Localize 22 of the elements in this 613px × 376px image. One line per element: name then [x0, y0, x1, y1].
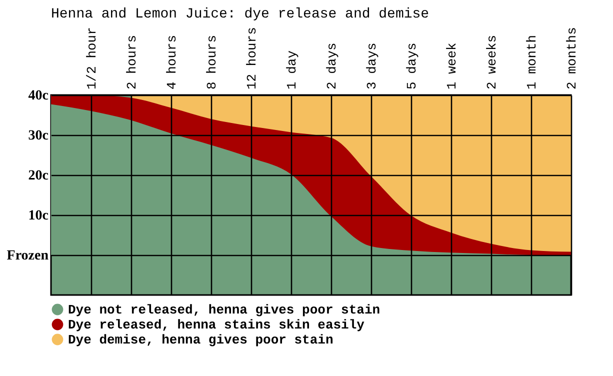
x-tick-label: 2 weeks [484, 34, 500, 90]
x-tick-label: 4 hours [164, 34, 180, 90]
y-tick-label: 10c [28, 208, 48, 224]
x-tick-label: 1 month [524, 34, 540, 90]
x-tick-label: 5 days [404, 42, 420, 90]
y-tick-label: 40c [28, 88, 48, 104]
y-tick-label: 20c [28, 168, 48, 184]
y-tick-label: 30c [28, 128, 48, 144]
legend-label: Dye demise, henna gives poor stain [68, 332, 334, 348]
y-tick-label: Frozen [6, 248, 49, 264]
x-tick-label: 2 months [564, 27, 580, 90]
x-tick-label: 1 day [284, 50, 300, 90]
x-tick-label: 2 hours [124, 34, 140, 90]
legend-label: Dye released, henna stains skin easily [68, 318, 365, 332]
legend-label: Dye not released, henna gives poor stain [68, 302, 380, 318]
x-tick-label: 3 days [364, 42, 380, 90]
x-tick-label: 12 hours [244, 27, 260, 90]
x-tick-label: 1/2 hour [84, 27, 100, 90]
x-tick-label: 2 days [324, 42, 340, 90]
x-tick-label: 1 week [444, 42, 460, 90]
chart-title: Henna and Lemon Juice: dye release and demise [51, 6, 430, 23]
x-tick-label: 8 hours [204, 34, 220, 90]
